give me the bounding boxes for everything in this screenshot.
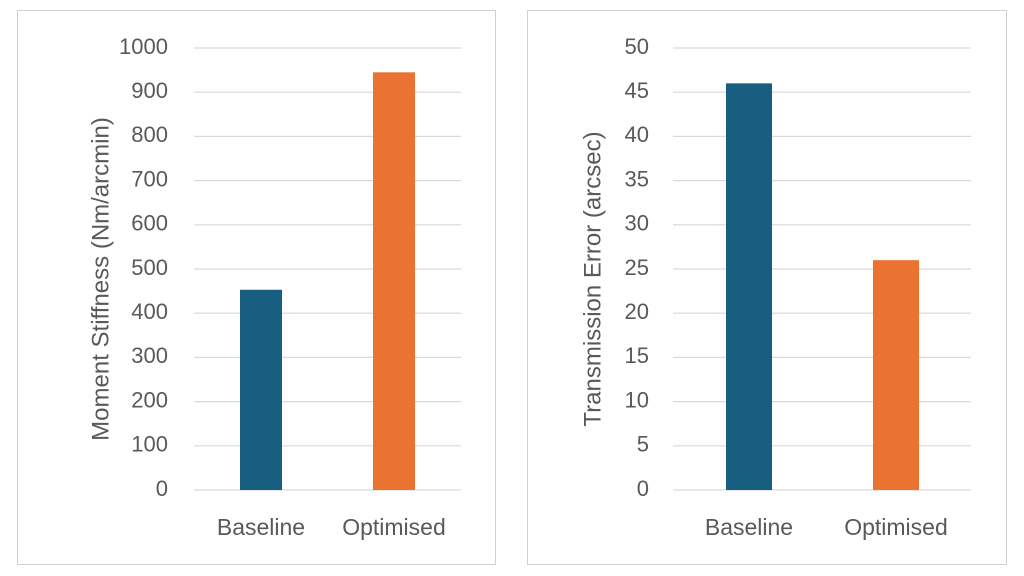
- bar-optimised: [373, 72, 415, 490]
- y-tick-label: 25: [625, 255, 649, 280]
- y-tick-label: 500: [131, 255, 168, 280]
- y-tick-label: 45: [625, 78, 649, 103]
- y-tick-label: 20: [625, 299, 649, 324]
- y-tick-label: 30: [625, 211, 649, 236]
- bar-baseline: [240, 289, 282, 490]
- y-tick-label: 200: [131, 387, 168, 412]
- x-category-label: Optimised: [844, 514, 948, 540]
- y-axis-label: Moment Stiffness (Nm/arcmin): [87, 117, 114, 441]
- x-category-label: Baseline: [217, 514, 305, 540]
- y-tick-label: 800: [131, 122, 168, 147]
- y-tick-label: 40: [625, 122, 649, 147]
- y-tick-label: 5: [637, 432, 649, 457]
- y-tick-label: 0: [637, 476, 649, 501]
- chart-panel-moment-stiffness: Moment Stiffness (Nm/arcmin) 0 100 200 300 4…: [17, 10, 496, 565]
- transmission-error-chart: Transmission Error (arcsec) 0 5 10 15 20 25 30…: [579, 34, 971, 540]
- y-tick-label: 100: [131, 432, 168, 457]
- y-tick-label: 400: [131, 299, 168, 324]
- y-tick-label: 35: [625, 166, 649, 191]
- y-tick-label: 0: [156, 476, 168, 501]
- y-tick-label: 10: [625, 387, 649, 412]
- chart-panel-transmission-error: Transmission Error (arcsec) 0 5 10 15 20 25 30…: [527, 10, 1007, 565]
- y-tick-label: 300: [131, 343, 168, 368]
- y-axis-label: Transmission Error (arcsec): [579, 131, 606, 426]
- bar-baseline: [726, 83, 772, 491]
- x-category-label: Baseline: [705, 514, 793, 540]
- y-tick-label: 15: [625, 343, 649, 368]
- x-category-label: Optimised: [342, 514, 446, 540]
- bar-optimised: [873, 260, 919, 490]
- moment-stiffness-chart: Moment Stiffness (Nm/arcmin) 0 100 200 300 4…: [87, 34, 461, 540]
- y-tick-label: 700: [131, 166, 168, 191]
- y-tick-label: 900: [131, 78, 168, 103]
- y-tick-label: 50: [625, 34, 649, 59]
- y-tick-label: 600: [131, 211, 168, 236]
- y-tick-label: 1000: [119, 34, 168, 59]
